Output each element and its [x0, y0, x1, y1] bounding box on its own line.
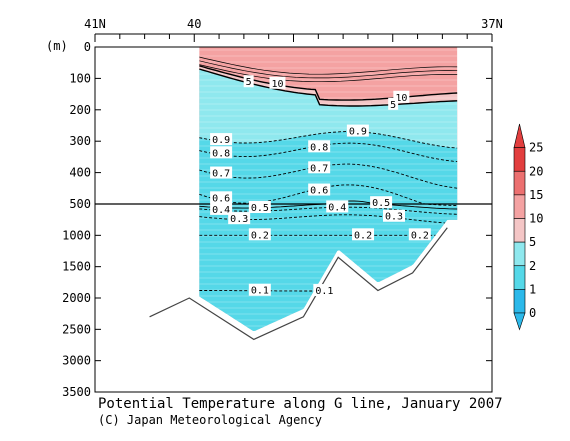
colorbar-segment [513, 170, 526, 196]
contour-label: 0.3 [385, 212, 403, 223]
contour-label: 10 [395, 93, 407, 104]
y-axis-label: (m) [46, 39, 68, 53]
colorbar-segment [513, 194, 526, 219]
plot-frame [94, 46, 493, 393]
colorbar-segment [513, 289, 526, 314]
colorbar-label: 25 [529, 141, 543, 155]
colorbar-segment [513, 147, 526, 172]
plot-axes: 41N 40 37N 0 100 200 300 400 500 1000 1500 2000 2500… [62, 17, 503, 399]
contour-label-bg [346, 124, 369, 137]
isotherm-line [199, 60, 458, 79]
contour-label-bg [248, 201, 271, 214]
y-tick-label: 1500 [62, 260, 91, 274]
contour-label-bg [248, 228, 271, 241]
contour-label: 0.7 [310, 163, 328, 174]
contour-label-bg [383, 209, 406, 222]
contour-label: 0.5 [251, 203, 269, 214]
isotherm-line [199, 68, 458, 107]
y-tick-label: 300 [69, 134, 91, 148]
contour-label: 0.1 [251, 286, 269, 297]
contour-label-bg [370, 196, 393, 209]
colorbar-min-arrow [513, 312, 526, 331]
contour-label-bg [210, 133, 233, 146]
contour-label: 0.9 [212, 135, 230, 146]
y-tick-label: 1000 [62, 228, 91, 242]
contour-label: 10 [271, 79, 283, 90]
contour-label-bg [210, 202, 233, 215]
contour-label-bg [308, 161, 331, 174]
colorbar-label: 2 [529, 259, 536, 273]
y-tick-label: 3500 [62, 385, 91, 399]
colorbar-label: 20 [529, 164, 543, 178]
contour-label: 0.8 [212, 148, 230, 159]
contour-label: 0.2 [354, 230, 372, 241]
colorbar-label: 15 [529, 188, 543, 202]
x-tick-label: 37N [481, 17, 503, 31]
contour-label: 0.8 [310, 142, 328, 153]
contour-label: 0.1 [315, 286, 333, 297]
colorbar-segment [513, 241, 526, 267]
contour-label-bg [210, 146, 233, 159]
x-tick-label: 41N [84, 17, 106, 31]
contour-label: 5 [390, 100, 396, 111]
colorbar-label: 5 [529, 235, 536, 249]
isotherm-line [199, 131, 458, 149]
contour-label: 0.6 [212, 193, 230, 204]
isotherm-line [199, 214, 458, 225]
contour-label-bg [269, 76, 286, 89]
y-tick-label: 200 [69, 103, 91, 117]
y-tick-label: 400 [69, 166, 91, 180]
y-tick-label: 3000 [62, 354, 91, 368]
isotherm-line [199, 64, 458, 83]
contour-label: 0.5 [372, 198, 390, 209]
isotherm-line [199, 56, 458, 75]
colorbar-max-arrow [513, 123, 526, 148]
x-tick-label: 40 [187, 17, 201, 31]
contour-label-bg [210, 166, 233, 179]
y-tick-label: 2500 [62, 322, 91, 336]
colorbar-label: 1 [529, 282, 536, 296]
contour-label: 0.7 [212, 169, 230, 180]
contour-label-bg [352, 228, 375, 241]
contour-label-bg [326, 200, 349, 213]
colorbar-label: 10 [529, 212, 543, 226]
contour-label-bg [308, 140, 331, 153]
y-tick-label: 100 [69, 71, 91, 85]
colorbar-segment [513, 265, 526, 290]
contour-label: 0.6 [310, 186, 328, 197]
y-tick-label: 2000 [62, 291, 91, 305]
contour-label: 0.9 [349, 127, 367, 138]
colorbar-segment [513, 218, 526, 243]
contour-label: 0.4 [328, 202, 346, 213]
colorbar-label: 0 [529, 306, 536, 320]
y-tick-label: 0 [84, 40, 91, 54]
contour-label: 0.4 [212, 205, 230, 216]
agency-credit: (C) Japan Meteorological Agency [98, 413, 322, 427]
contour-label-bg [313, 284, 336, 297]
contour-label-bg [388, 97, 399, 110]
chart-title: Potential Temperature along G line, Janu… [98, 396, 503, 412]
contour-label: 0.2 [251, 230, 269, 241]
contour-label-bg [308, 183, 331, 196]
contour-label-bg [228, 212, 251, 225]
contour-label-bg [243, 75, 254, 88]
contour-label: 5 [246, 77, 252, 88]
contour-label-bg [248, 283, 271, 296]
contour-label: 0.2 [411, 230, 429, 241]
isotherm-line [199, 65, 458, 101]
contour-label-bg [408, 228, 431, 241]
contour-label: 0.3 [230, 214, 248, 225]
isotherm-line [199, 206, 458, 215]
y-tick-label: 500 [69, 197, 91, 211]
contour-label-bg [210, 191, 233, 204]
